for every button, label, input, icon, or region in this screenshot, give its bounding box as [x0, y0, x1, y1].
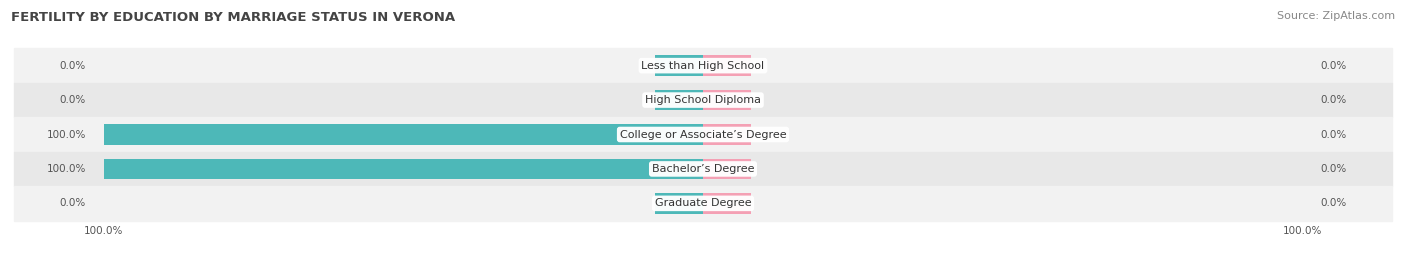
Text: 100.0%: 100.0%	[46, 164, 86, 174]
Bar	[104, 159, 703, 179]
Bar	[104, 124, 703, 145]
Bar	[655, 193, 703, 214]
Bar	[14, 48, 1392, 83]
Bar	[703, 159, 751, 179]
Bar	[14, 186, 1392, 221]
Bar	[703, 90, 751, 110]
Text: 100.0%: 100.0%	[46, 129, 86, 140]
Text: 0.0%: 0.0%	[1320, 61, 1347, 71]
Bar	[655, 55, 703, 76]
Text: Source: ZipAtlas.com: Source: ZipAtlas.com	[1277, 11, 1395, 21]
Bar	[14, 152, 1392, 186]
Bar	[703, 193, 751, 214]
Text: High School Diploma: High School Diploma	[645, 95, 761, 105]
Text: 0.0%: 0.0%	[59, 61, 86, 71]
Text: 0.0%: 0.0%	[59, 95, 86, 105]
Bar	[703, 55, 751, 76]
Bar	[703, 124, 751, 145]
Bar	[14, 83, 1392, 117]
Bar	[655, 90, 703, 110]
Text: Bachelor’s Degree: Bachelor’s Degree	[652, 164, 754, 174]
Text: 0.0%: 0.0%	[1320, 95, 1347, 105]
Text: 0.0%: 0.0%	[1320, 129, 1347, 140]
Text: FERTILITY BY EDUCATION BY MARRIAGE STATUS IN VERONA: FERTILITY BY EDUCATION BY MARRIAGE STATU…	[11, 11, 456, 24]
Text: 0.0%: 0.0%	[59, 198, 86, 208]
Text: Graduate Degree: Graduate Degree	[655, 198, 751, 208]
Bar	[14, 117, 1392, 152]
Text: Less than High School: Less than High School	[641, 61, 765, 71]
Text: 0.0%: 0.0%	[1320, 198, 1347, 208]
Text: College or Associate’s Degree: College or Associate’s Degree	[620, 129, 786, 140]
Text: 0.0%: 0.0%	[1320, 164, 1347, 174]
